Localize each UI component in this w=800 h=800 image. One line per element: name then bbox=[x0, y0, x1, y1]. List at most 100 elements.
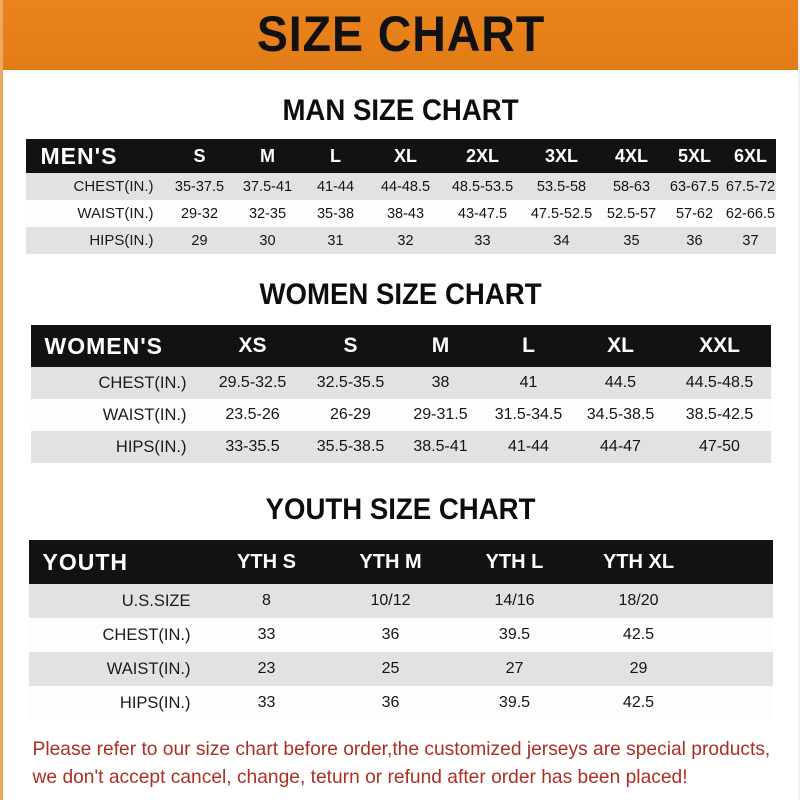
women-col-header-l: L bbox=[522, 334, 535, 357]
youth-chest-s: 33 bbox=[257, 626, 276, 643]
table-row: CHEST(IN.) 33 36 39.5 42.5 bbox=[28, 618, 773, 652]
women-chest-xl: 44.5 bbox=[604, 374, 637, 391]
men-col-header-6xl: 6XL bbox=[733, 145, 767, 166]
youth-row-label-chest: CHEST(IN.) bbox=[102, 625, 191, 644]
youth-table-header-row: YOUTH YTH S YTH M YTH L YTH XL bbox=[28, 540, 773, 584]
men-hips-3xl: 34 bbox=[553, 232, 570, 249]
youth-col-header-xl: YTH XL bbox=[602, 550, 675, 573]
disclaimer-line-1: Please refer to our size chart before or… bbox=[32, 738, 771, 760]
women-col-header-xxl: XXL bbox=[699, 334, 740, 357]
men-col-header-4xl: 4XL bbox=[614, 145, 648, 166]
men-row-label-hips: HIPS(IN.) bbox=[89, 232, 154, 249]
table-row: WAIST(IN.) 23 25 27 29 bbox=[28, 652, 773, 686]
men-hips-m: 30 bbox=[259, 232, 276, 249]
table-row: HIPS(IN.) 33-35.5 35.5-38.5 38.5-41 41-4… bbox=[30, 431, 771, 463]
youth-ussize-l: 14/16 bbox=[494, 592, 535, 609]
men-col-header-2xl: 2XL bbox=[465, 145, 499, 166]
men-waist-xl: 38-43 bbox=[386, 205, 425, 222]
youth-row-label-hips: HIPS(IN.) bbox=[119, 693, 191, 712]
men-corner-label: MEN'S bbox=[40, 142, 118, 169]
table-row: WAIST(IN.) 29-32 32-35 35-38 38-43 43-47… bbox=[25, 200, 776, 227]
men-chest-5xl: 63-67.5 bbox=[669, 178, 720, 195]
men-col-header-s: S bbox=[193, 145, 206, 166]
men-table-header-row: MEN'S S M L XL 2XL 3XL 4XL 5XL 6XL bbox=[25, 139, 776, 173]
women-chest-s: 32.5-35.5 bbox=[316, 374, 385, 391]
men-hips-5xl: 36 bbox=[686, 232, 703, 249]
women-row-label-chest: CHEST(IN.) bbox=[98, 373, 187, 392]
youth-col-header-m: YTH M bbox=[359, 550, 422, 573]
women-waist-xs: 23.5-26 bbox=[225, 406, 280, 423]
page-title: SIZE CHART bbox=[256, 6, 545, 62]
men-col-header-m: M bbox=[260, 145, 275, 166]
men-waist-s: 29-32 bbox=[180, 205, 219, 222]
youth-row-label-waist: WAIST(IN.) bbox=[106, 659, 191, 678]
youth-chest-spacer bbox=[701, 618, 773, 652]
man-section-title: MAN SIZE CHART bbox=[282, 94, 519, 127]
youth-waist-m: 25 bbox=[381, 660, 400, 677]
women-chest-l: 41 bbox=[519, 374, 538, 391]
men-row-label-chest: CHEST(IN.) bbox=[73, 178, 154, 195]
men-chest-3xl: 53.5-58 bbox=[536, 178, 587, 195]
men-hips-s: 29 bbox=[191, 232, 208, 249]
men-hips-6xl: 37 bbox=[742, 232, 759, 249]
youth-waist-xl: 29 bbox=[629, 660, 648, 677]
youth-ussize-spacer bbox=[701, 584, 773, 618]
women-chest-xs: 29.5-32.5 bbox=[218, 374, 287, 391]
women-chest-m: 38 bbox=[431, 374, 450, 391]
men-col-header-3xl: 3XL bbox=[544, 145, 578, 166]
youth-ussize-xl: 18/20 bbox=[618, 592, 659, 609]
table-row: HIPS(IN.) 33 36 39.5 42.5 bbox=[28, 686, 773, 720]
table-row: CHEST(IN.) 29.5-32.5 32.5-35.5 38 41 44.… bbox=[30, 367, 771, 399]
men-waist-6xl: 62-66.5 bbox=[725, 205, 776, 222]
youth-chest-m: 36 bbox=[381, 626, 400, 643]
men-hips-l: 31 bbox=[327, 232, 344, 249]
women-hips-xl: 44-47 bbox=[600, 438, 641, 455]
men-chest-xl: 44-48.5 bbox=[380, 178, 431, 195]
men-waist-5xl: 57-62 bbox=[675, 205, 714, 222]
men-chest-l: 41-44 bbox=[316, 178, 355, 195]
men-chest-m: 37.5-41 bbox=[242, 178, 293, 195]
page-banner: SIZE CHART bbox=[3, 0, 798, 72]
women-waist-m: 29-31.5 bbox=[413, 406, 468, 423]
men-waist-3xl: 47.5-52.5 bbox=[530, 205, 593, 222]
women-col-header-s: S bbox=[343, 334, 358, 357]
women-hips-l: 41-44 bbox=[508, 438, 549, 455]
youth-section-title: YOUTH SIZE CHART bbox=[265, 493, 536, 526]
women-section-title: WOMEN SIZE CHART bbox=[259, 278, 542, 311]
women-row-label-waist: WAIST(IN.) bbox=[102, 405, 187, 424]
youth-chest-xl: 42.5 bbox=[622, 626, 655, 643]
women-chest-xxl: 44.5-48.5 bbox=[685, 374, 754, 391]
women-row-label-hips: HIPS(IN.) bbox=[115, 437, 187, 456]
youth-row-label-ussize: U.S.SIZE bbox=[121, 591, 191, 610]
youth-hips-s: 33 bbox=[257, 694, 276, 711]
youth-ussize-s: 8 bbox=[262, 592, 271, 609]
disclaimer-line-2: we don't accept cancel, change, teturn o… bbox=[32, 765, 688, 788]
women-hips-xs: 33-35.5 bbox=[225, 438, 280, 455]
women-size-table: WOMEN'S XS S M L XL XXL CHEST(IN.) 29.5-… bbox=[30, 325, 771, 463]
men-col-header-5xl: 5XL bbox=[677, 145, 711, 166]
men-waist-2xl: 43-47.5 bbox=[457, 205, 508, 222]
women-hips-m: 38.5-41 bbox=[413, 438, 468, 455]
youth-waist-l: 27 bbox=[505, 660, 524, 677]
youth-col-header-spacer bbox=[701, 540, 773, 584]
men-col-header-xl: XL bbox=[393, 145, 417, 166]
youth-ussize-m: 10/12 bbox=[370, 592, 411, 609]
women-corner-label: WOMEN'S bbox=[44, 332, 164, 359]
women-col-header-xl: XL bbox=[607, 334, 634, 357]
men-hips-4xl: 35 bbox=[623, 232, 640, 249]
youth-chest-l: 39.5 bbox=[498, 626, 531, 643]
men-chest-s: 35-37.5 bbox=[174, 178, 225, 195]
disclaimer-text: Please refer to our size chart before or… bbox=[3, 736, 786, 791]
youth-waist-spacer bbox=[701, 652, 773, 686]
youth-hips-m: 36 bbox=[381, 694, 400, 711]
women-col-header-xs: XS bbox=[238, 334, 267, 357]
table-row: CHEST(IN.) 35-37.5 37.5-41 41-44 44-48.5… bbox=[25, 173, 776, 200]
youth-col-header-s: YTH S bbox=[237, 550, 296, 573]
women-waist-xxl: 38.5-42.5 bbox=[685, 406, 754, 423]
women-table-header-row: WOMEN'S XS S M L XL XXL bbox=[30, 325, 771, 367]
women-hips-s: 35.5-38.5 bbox=[316, 438, 385, 455]
women-waist-s: 26-29 bbox=[330, 406, 371, 423]
youth-col-header-l: YTH L bbox=[485, 550, 544, 573]
women-waist-xl: 34.5-38.5 bbox=[586, 406, 655, 423]
